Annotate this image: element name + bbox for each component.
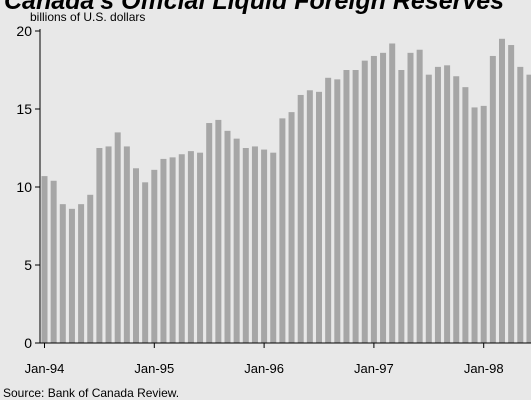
bar-1996-01 xyxy=(261,149,268,343)
bar-1994-01 xyxy=(41,176,48,343)
bar-1996-09 xyxy=(334,79,341,344)
bars xyxy=(41,38,531,344)
bar-1994-02 xyxy=(50,180,57,343)
axes: 0 5 10 15 20 Jan-94 Jan-95 Jan-96 Jan-97 Jan-98 xyxy=(16,23,531,376)
bar-1994-08 xyxy=(105,146,112,343)
bar-1994-05 xyxy=(78,204,85,343)
bar-1998-05 xyxy=(517,66,524,343)
bar-1995-11 xyxy=(242,148,249,343)
bar-1998-03 xyxy=(499,38,505,344)
bar-1994-07 xyxy=(96,148,103,343)
x-tick-label-Jan-98: Jan-98 xyxy=(464,361,504,376)
bar-1997-09 xyxy=(444,65,451,343)
bar-1994-04 xyxy=(68,208,75,343)
bar-1997-10 xyxy=(453,76,460,344)
bar-1998-04 xyxy=(508,45,515,343)
source-note: Source: Bank of Canada Review. xyxy=(3,386,179,400)
bar-1996-03 xyxy=(279,118,286,343)
bar-1995-10 xyxy=(233,138,240,343)
y-tick-label-15: 15 xyxy=(16,101,32,117)
bar-1996-08 xyxy=(325,77,332,344)
bar-1995-09 xyxy=(224,130,231,343)
y-tick-label-5: 5 xyxy=(24,257,32,273)
bar-1995-05 xyxy=(187,151,194,343)
bar-1998-02 xyxy=(489,55,496,344)
y-axis-label: billions of U.S. dollars xyxy=(30,10,145,24)
bar-1995-02 xyxy=(160,158,167,343)
bar-1995-12 xyxy=(251,146,258,343)
bar-1996-12 xyxy=(361,60,368,343)
bar-1998-06 xyxy=(526,74,531,344)
bar-1994-06 xyxy=(87,194,94,343)
bar-1996-07 xyxy=(316,91,322,343)
x-tick-label-Jan-96: Jan-96 xyxy=(244,361,284,376)
bar-1995-03 xyxy=(169,157,176,343)
bar-1997-08 xyxy=(434,66,441,343)
bar-1997-06 xyxy=(416,49,423,343)
bar-1994-10 xyxy=(123,146,130,343)
bar-1997-04 xyxy=(398,70,405,343)
bar-1995-01 xyxy=(151,169,158,343)
bar-1996-02 xyxy=(270,152,277,343)
x-tick-label-Jan-97: Jan-97 xyxy=(354,361,394,376)
bar-1996-04 xyxy=(288,112,295,344)
bar-1997-11 xyxy=(462,87,469,343)
x-tick-label-Jan-94: Jan-94 xyxy=(25,361,65,376)
bar-1996-10 xyxy=(343,70,350,343)
bar-1994-03 xyxy=(59,204,66,343)
bar-1995-08 xyxy=(215,119,222,343)
y-tick-label-10: 10 xyxy=(16,179,32,195)
bar-1997-01 xyxy=(370,55,377,344)
bar-1998-01 xyxy=(480,105,487,343)
bar-1994-11 xyxy=(133,168,139,343)
bar-1995-07 xyxy=(206,123,213,343)
bar-1996-05 xyxy=(297,94,304,344)
bar-1994-12 xyxy=(142,182,149,343)
bar-1995-04 xyxy=(178,154,185,343)
bar-1994-09 xyxy=(114,132,121,343)
y-tick-label-20: 20 xyxy=(16,23,32,39)
bar-1996-11 xyxy=(352,70,359,343)
x-tick-label-Jan-95: Jan-95 xyxy=(134,361,174,376)
bar-1996-06 xyxy=(306,90,313,343)
bar-1997-07 xyxy=(425,74,432,344)
bar-1997-03 xyxy=(389,43,396,343)
bar-1997-05 xyxy=(407,52,414,344)
chart-title: Canada's Official Liquid Foreign Reserve… xyxy=(4,0,504,15)
bar-1995-06 xyxy=(197,152,204,343)
bar-1997-12 xyxy=(471,107,478,343)
bar-1997-02 xyxy=(380,52,387,344)
y-tick-label-0: 0 xyxy=(24,335,32,351)
